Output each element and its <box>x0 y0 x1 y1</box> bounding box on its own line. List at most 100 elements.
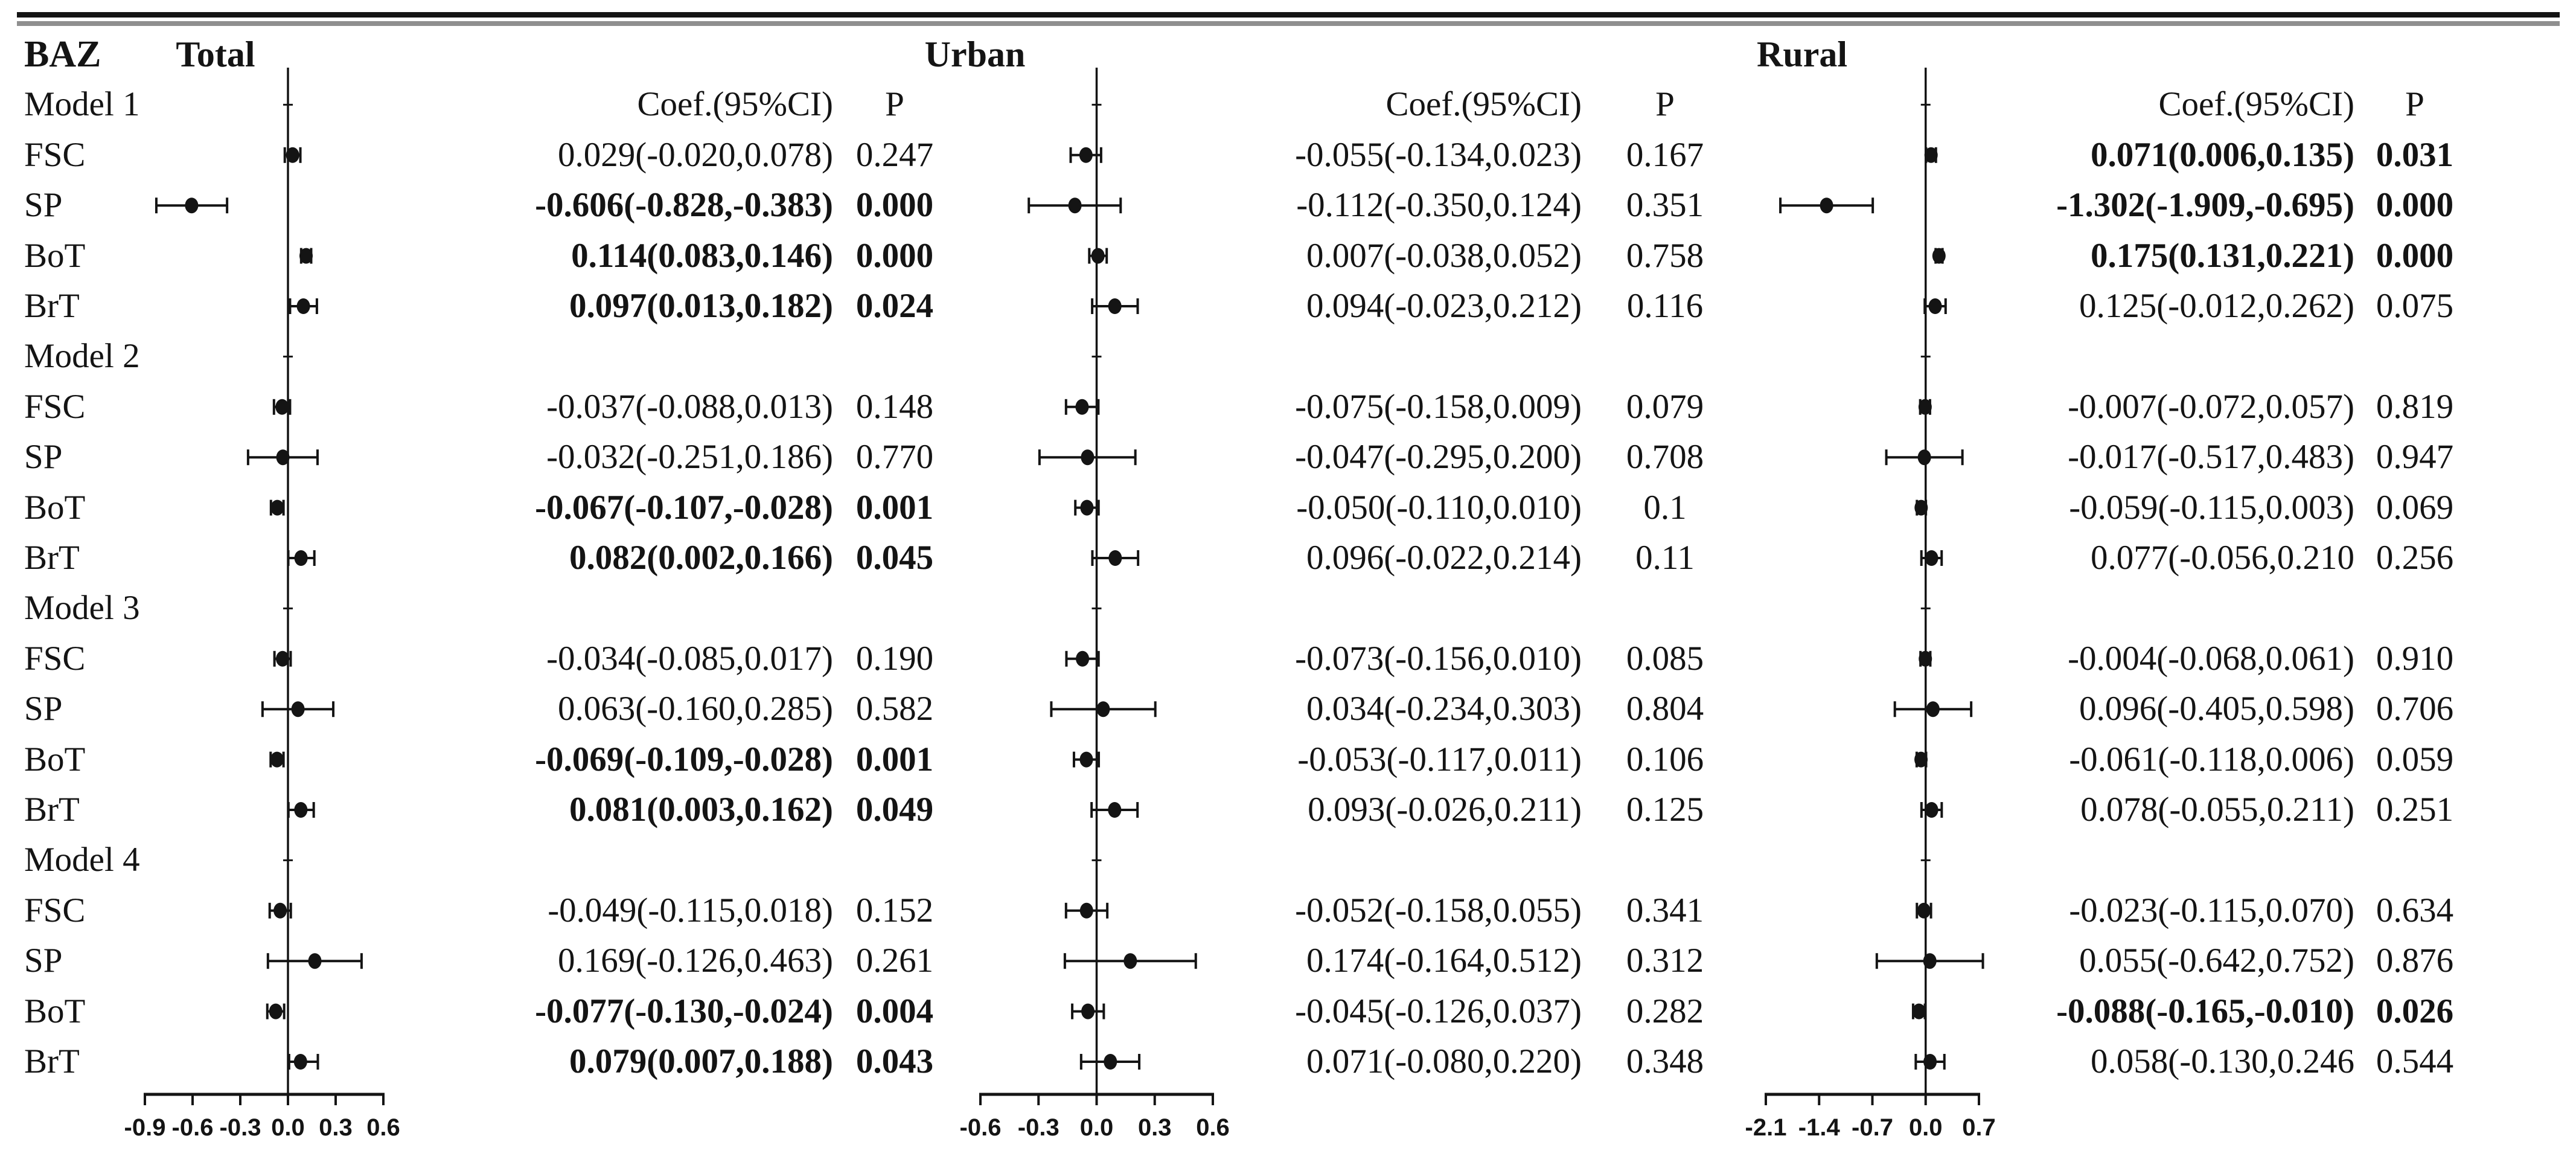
coef-cell-rural: -0.088(-0.165,-0.010) <box>2056 992 2354 1030</box>
coef-cell-urban: -0.055(-0.134,0.023) <box>1295 135 1582 174</box>
p-cell-total: 0.001 <box>855 488 934 527</box>
row-label-brt: BrT <box>24 539 80 577</box>
coef-cell-rural: -0.059(-0.115,0.003) <box>2069 488 2354 527</box>
axis-tick-label: -1.4 <box>1798 1114 1841 1141</box>
point-estimate-marker <box>1917 902 1931 919</box>
point-estimate-marker <box>1076 650 1090 667</box>
coef-cell-rural: -0.004(-0.068,0.061) <box>2068 639 2354 678</box>
coef-cell-rural: 0.096(-0.405,0.598) <box>2079 690 2354 728</box>
row-label-brt: BrT <box>24 287 80 325</box>
p-cell-urban: 0.758 <box>1626 236 1704 275</box>
ci-errorbar <box>287 1054 319 1070</box>
p-cell-urban: 0.167 <box>1626 135 1704 174</box>
p-cell-rural: 0.031 <box>2376 135 2454 174</box>
point-estimate-marker <box>1108 550 1122 566</box>
ci-errorbar <box>1916 902 1932 919</box>
row-label-model: Model 1 <box>24 85 140 124</box>
panel-axis-total: -0.9 -0.6 -0.3 0.0 0.3 0.6 <box>124 68 400 1141</box>
panel-title-rural: Rural <box>1757 34 1847 74</box>
p-cell-rural: 0.819 <box>2376 387 2454 426</box>
axis-tick-label: -0.3 <box>220 1114 261 1141</box>
point-estimate-marker <box>294 802 308 818</box>
ci-errorbar <box>1914 751 1928 768</box>
coef-cell-rural: 0.077(-0.056,0.210 <box>2091 539 2354 577</box>
coef-cell-rural: 0.078(-0.055,0.211) <box>2080 791 2354 829</box>
p-cell-total: 0.000 <box>855 186 934 225</box>
ci-errorbar <box>287 550 316 566</box>
row-label-bot: BoT <box>24 488 86 527</box>
p-cell-total: 0.049 <box>855 791 934 829</box>
axis-tick-label: 0.0 <box>271 1114 305 1141</box>
coef-cell-total: -0.037(-0.088,0.013) <box>546 387 833 426</box>
ci-errorbar <box>1071 1003 1105 1019</box>
point-estimate-marker <box>1075 399 1089 415</box>
point-estimate-marker <box>293 1054 307 1070</box>
point-estimate-marker <box>1068 197 1082 214</box>
p-cell-total: 0.190 <box>855 639 934 678</box>
p-cell-rural: 0.069 <box>2376 488 2454 527</box>
point-estimate-marker <box>1079 147 1093 163</box>
row-label-model: Model 3 <box>24 589 140 628</box>
coef-cell-rural: -0.061(-0.118,0.006) <box>2069 740 2354 778</box>
coef-cell-rural: 0.071(0.006,0.135) <box>2091 135 2354 174</box>
coef-cell-total: 0.029(-0.020,0.078) <box>558 135 833 174</box>
axis-tick-label: 0.6 <box>366 1114 400 1141</box>
ci-errorbar <box>1924 147 1938 163</box>
coef-cell-rural: 0.175(0.131,0.221) <box>2091 236 2354 275</box>
p-cell-urban: 0.708 <box>1626 438 1704 477</box>
point-estimate-marker <box>1820 197 1833 214</box>
point-estimate-marker <box>1080 499 1094 516</box>
column-header-baz: BAZ <box>24 34 101 75</box>
point-estimate-marker <box>270 499 284 516</box>
point-estimate-marker <box>291 701 305 717</box>
coef-cell-rural: 0.055(-0.642,0.752) <box>2079 942 2354 980</box>
p-cell-rural: 0.910 <box>2376 639 2454 678</box>
point-estimate-marker <box>286 147 299 163</box>
ci-errorbar <box>1779 197 1874 214</box>
ci-errorbar <box>1091 550 1140 566</box>
p-cell-total: 0.770 <box>855 438 934 477</box>
ci-errorbar <box>1914 1054 1946 1070</box>
row-label-fsc: FSC <box>24 639 86 678</box>
p-cell-total: 0.004 <box>855 992 934 1030</box>
coef-cell-urban: 0.034(-0.234,0.303) <box>1306 690 1582 728</box>
ci-errorbar <box>1918 399 1932 415</box>
coef-cell-total: 0.169(-0.126,0.463) <box>558 942 833 980</box>
p-cell-rural: 0.000 <box>2376 236 2454 275</box>
p-cell-urban: 0.312 <box>1626 942 1704 980</box>
coef-cell-total: -0.032(-0.251,0.186) <box>546 438 833 477</box>
coef-header-total: Coef.(95%CI) <box>637 85 834 123</box>
axis-tick-label: 0.3 <box>319 1114 353 1141</box>
ci-errorbar <box>155 197 229 214</box>
coef-cell-total: 0.114(0.083,0.146) <box>571 236 833 275</box>
p-cell-rural: 0.256 <box>2376 539 2454 577</box>
ci-errorbar <box>1072 751 1101 768</box>
coef-cell-rural: -1.302(-1.909,-0.695) <box>2056 186 2354 225</box>
coef-cell-total: -0.034(-0.085,0.017) <box>546 639 833 678</box>
coef-cell-urban: -0.045(-0.126,0.037) <box>1295 992 1582 1030</box>
p-cell-urban: 0.11 <box>1635 539 1695 577</box>
axis-tick-label: 0.7 <box>1962 1114 1996 1141</box>
coef-header-urban: Coef.(95%CI) <box>1385 85 1582 123</box>
top-rule-shadow <box>17 21 2560 26</box>
coef-cell-total: -0.069(-0.109,-0.028) <box>535 740 833 778</box>
ci-errorbar <box>1923 298 1947 314</box>
panel-title-urban: Urban <box>924 34 1026 74</box>
p-cell-total: 0.261 <box>855 942 934 980</box>
point-estimate-marker <box>1091 248 1105 264</box>
p-cell-rural: 0.251 <box>2376 791 2454 829</box>
ci-errorbar <box>1920 802 1943 818</box>
ci-errorbar <box>1914 499 1928 516</box>
axis-tick-label: -0.6 <box>960 1114 1002 1141</box>
point-estimate-marker <box>299 248 313 264</box>
p-cell-urban: 0.079 <box>1626 387 1704 426</box>
panel-axis-rural: -2.1 -1.4 -0.7 0.0 0.7 <box>1745 68 1996 1141</box>
point-estimate-marker <box>276 650 290 667</box>
row-label-bot: BoT <box>24 992 86 1030</box>
coef-cell-total: 0.082(0.002,0.166) <box>569 539 833 577</box>
axis-tick-label: -0.9 <box>124 1114 166 1141</box>
point-estimate-marker <box>1923 953 1937 969</box>
ci-errorbar <box>1050 701 1157 717</box>
ci-errorbar <box>1911 1003 1926 1019</box>
